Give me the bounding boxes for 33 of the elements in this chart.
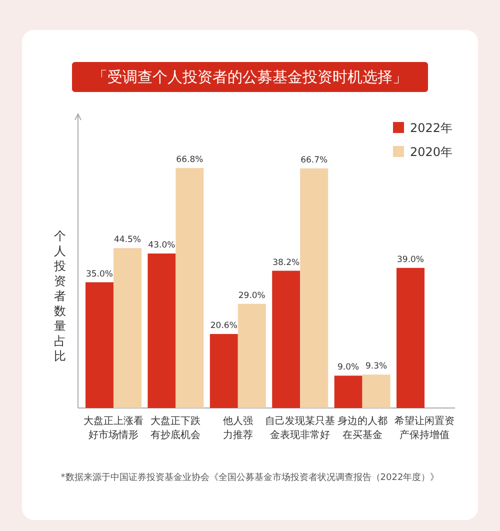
bar — [272, 270, 300, 408]
bar — [362, 374, 390, 408]
data-label: 44.5% — [114, 235, 141, 246]
x-tick-label: 他人强力推荐 — [222, 415, 253, 441]
data-label: 66.8% — [176, 155, 204, 165]
x-tick-label: 大盘正下跌有抄底机会 — [150, 415, 201, 441]
bar — [396, 268, 425, 408]
data-label: 43.0% — [148, 240, 176, 251]
bar — [300, 168, 328, 408]
data-label: 39.0% — [397, 254, 424, 265]
bar — [113, 248, 142, 408]
bar — [334, 376, 362, 408]
data-label: 9.0% — [338, 362, 360, 373]
legend-label: 2022年 — [410, 121, 453, 135]
x-tick-label: 自己发现某只基金表现非常好 — [265, 415, 336, 441]
bar — [85, 282, 114, 408]
data-label: 66.7% — [300, 155, 328, 166]
text: *数据来源于中国证券投资基金业协会《全国公募基金市场投资者状况调查报告（2022年度）》 — [60, 472, 440, 483]
x-tick-label: 身边的人都在买基金 — [337, 415, 388, 441]
x-tick-label: 希望让闲置资产保持增值 — [394, 415, 455, 441]
x-tick-label: 大盘正上涨看好市场情形 — [83, 415, 144, 441]
data-label: 20.6% — [210, 320, 238, 331]
data-label: 29.0% — [238, 290, 266, 301]
bar — [176, 168, 204, 408]
bar — [210, 334, 238, 408]
data-label: 9.3% — [366, 362, 388, 372]
bar — [238, 304, 266, 408]
text: 个人投资者数量占比 — [54, 229, 66, 363]
bar — [148, 254, 176, 408]
legend-label: 2020年 — [410, 145, 453, 159]
chart-title: 「受调查个人投资者的公募基金投资时机选择」 — [92, 68, 408, 86]
data-label: 35.0% — [86, 269, 113, 280]
data-label: 38.2% — [272, 258, 300, 268]
